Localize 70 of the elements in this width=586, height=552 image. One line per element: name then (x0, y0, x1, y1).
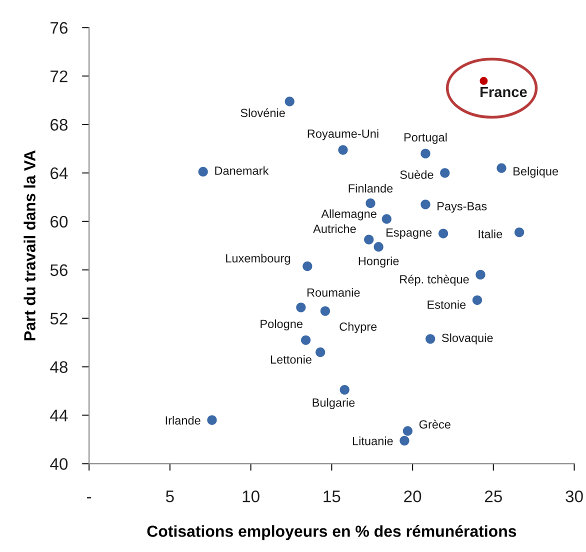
data-label: Slovaquie (442, 333, 493, 344)
data-label: Portugal (404, 132, 447, 144)
point (302, 261, 312, 272)
data-label: Hongrie (358, 256, 399, 268)
data-label: Danemark (215, 166, 269, 175)
point (340, 384, 350, 395)
point (476, 270, 486, 280)
x-tick-label: 25 (484, 490, 502, 502)
data-label: Slovénie (240, 108, 285, 118)
data-label: Italie (478, 230, 502, 238)
x-tick-label: 5 (166, 490, 174, 502)
x-tick-label: - (87, 497, 92, 498)
y-tick-label: 52 (50, 312, 68, 325)
point (316, 347, 326, 358)
point (284, 96, 294, 106)
y-tick-label: 56 (50, 264, 68, 276)
data-label: Chypre (340, 322, 377, 334)
data-label: Irlande (166, 416, 200, 425)
point (438, 228, 448, 238)
y-tick-label: 40 (50, 458, 68, 470)
x-tick-label: 30 (566, 490, 583, 502)
y-tick-label: 72 (50, 70, 68, 82)
data-label: Lituanie (352, 436, 393, 446)
point (420, 148, 430, 158)
point (320, 306, 330, 316)
data-label: Autriche (313, 224, 356, 234)
y-tick-label: 48 (50, 361, 68, 373)
point (296, 302, 306, 312)
y-tick-label: 44 (50, 410, 68, 422)
point (440, 168, 450, 178)
data-label: Belgique (514, 166, 558, 178)
point (496, 163, 506, 173)
data-label: Roumanie (307, 288, 360, 297)
data-label: Pays-Bas (438, 202, 487, 213)
data-label: Estonie (428, 300, 466, 309)
data-label: Luxembourg (226, 254, 290, 265)
y-tick-label: 60 (50, 216, 68, 228)
point (338, 145, 348, 155)
x-tick-label: 20 (404, 490, 422, 502)
point (207, 415, 217, 425)
data-label: Bulgarie (312, 398, 355, 410)
point (420, 200, 430, 210)
x-axis-title: Cotisations employeurs en % des rémunérations (147, 525, 516, 540)
point (400, 436, 410, 446)
point (426, 334, 436, 344)
point (514, 228, 524, 238)
y-tick-label: 64 (50, 167, 68, 180)
data-label: Grèce (419, 420, 450, 429)
data-label: France (480, 86, 527, 98)
point (374, 242, 384, 252)
data-label: Rép. tchèque (400, 274, 469, 286)
data-label: Royaume-Uni (308, 129, 378, 140)
y-tick-label: 76 (50, 22, 68, 34)
data-label: Suède (400, 170, 434, 179)
data-label: Lettonie (270, 355, 312, 364)
x-tick-label: 10 (242, 490, 260, 502)
point (364, 234, 374, 244)
point (382, 214, 392, 224)
data-label: Finlande (348, 184, 393, 193)
point (402, 426, 413, 436)
data-label: Espagne (386, 228, 432, 240)
y-axis-title: Part du travail dans la VA (24, 150, 36, 340)
point (472, 295, 482, 305)
point (300, 335, 311, 345)
data-label: Pologne (260, 319, 302, 330)
point (198, 166, 208, 177)
data-label: Allemagne (321, 209, 376, 220)
point (366, 198, 376, 208)
y-tick-label: 68 (50, 118, 68, 131)
x-tick-label: 15 (324, 490, 340, 502)
